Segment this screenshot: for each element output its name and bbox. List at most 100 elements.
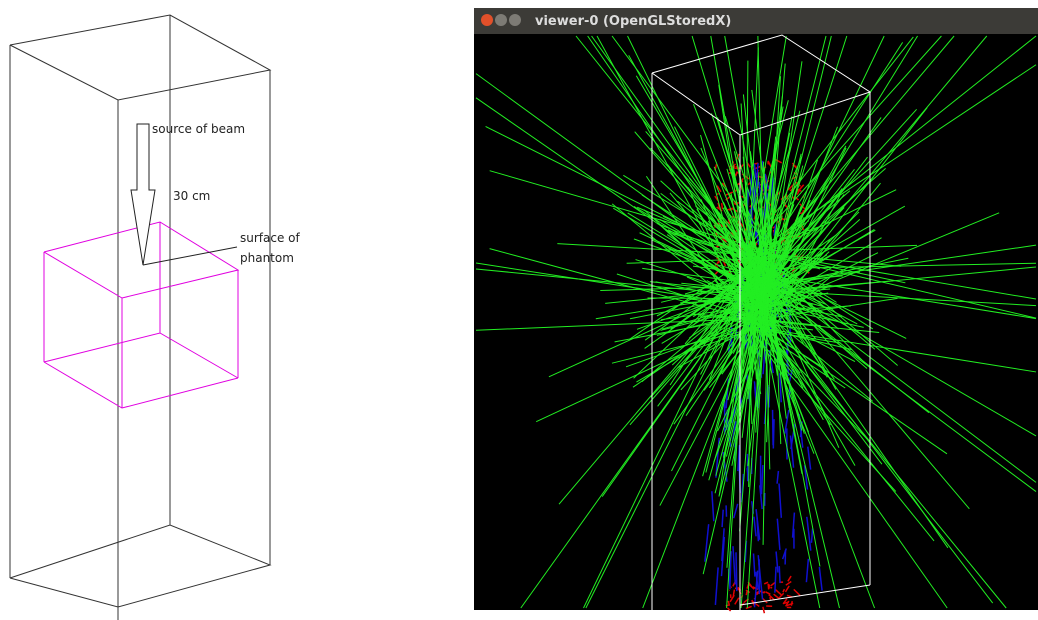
track <box>739 329 757 532</box>
track <box>714 260 720 267</box>
track <box>711 491 715 522</box>
track <box>767 583 770 590</box>
annotation: source of beam <box>152 122 245 136</box>
track <box>769 275 1037 320</box>
track <box>627 35 760 304</box>
track <box>777 592 785 600</box>
track <box>774 262 1037 270</box>
track <box>717 202 721 209</box>
track <box>717 325 770 432</box>
phantom-box <box>43 221 240 409</box>
track <box>766 321 773 443</box>
track <box>767 254 1037 319</box>
track <box>784 409 790 434</box>
track <box>726 168 759 276</box>
track <box>784 585 790 593</box>
track <box>772 266 1037 293</box>
track <box>761 309 824 421</box>
track <box>728 246 754 321</box>
track <box>767 76 781 282</box>
track <box>791 512 796 538</box>
track <box>810 528 814 543</box>
track <box>776 518 781 550</box>
maximize-button[interactable] <box>509 14 521 26</box>
track <box>765 153 802 295</box>
track <box>768 311 994 604</box>
close-button[interactable] <box>481 14 493 26</box>
track <box>757 319 831 426</box>
track <box>787 575 792 582</box>
track <box>752 553 756 577</box>
track <box>718 319 764 497</box>
track <box>745 36 914 251</box>
track <box>750 318 948 455</box>
track <box>753 156 803 270</box>
track <box>756 517 760 542</box>
track <box>770 281 1037 437</box>
track <box>752 165 761 171</box>
track <box>693 103 754 256</box>
track <box>785 580 792 586</box>
title-bar <box>474 8 1038 34</box>
track <box>740 284 765 609</box>
track <box>756 323 871 443</box>
track <box>475 268 747 296</box>
wire-edge <box>739 584 871 606</box>
track <box>605 287 752 304</box>
track <box>747 35 942 252</box>
track <box>759 299 856 466</box>
track <box>757 255 828 378</box>
track <box>633 263 755 379</box>
track <box>793 588 801 596</box>
track <box>760 132 791 272</box>
track <box>475 262 757 308</box>
track <box>781 548 787 560</box>
track <box>651 239 755 288</box>
track <box>714 567 719 605</box>
track <box>633 238 757 285</box>
track <box>755 271 835 380</box>
track <box>736 259 742 266</box>
track <box>766 168 886 274</box>
track <box>660 192 763 271</box>
track <box>745 285 832 310</box>
track <box>769 596 772 601</box>
track <box>772 272 907 339</box>
track <box>709 258 768 307</box>
track <box>749 204 752 208</box>
track <box>629 291 769 320</box>
track <box>756 302 788 372</box>
track <box>772 419 775 449</box>
world-wireframe <box>651 34 872 610</box>
minimize-button[interactable] <box>495 14 507 26</box>
track <box>773 224 777 236</box>
track <box>748 47 759 257</box>
track <box>721 509 724 528</box>
track <box>745 605 752 610</box>
track <box>762 606 766 614</box>
track <box>755 590 760 594</box>
track <box>645 175 750 330</box>
track <box>778 566 781 584</box>
leader-line <box>142 246 238 266</box>
track <box>753 163 757 179</box>
track <box>734 151 763 288</box>
track <box>735 552 738 592</box>
track <box>756 64 1037 251</box>
track <box>745 591 748 596</box>
track <box>701 285 767 298</box>
track <box>747 327 897 492</box>
track <box>806 516 812 551</box>
track <box>475 73 759 280</box>
track <box>645 131 767 270</box>
track <box>775 551 779 573</box>
track <box>777 217 784 224</box>
track <box>689 298 765 307</box>
track <box>773 269 805 309</box>
track <box>710 35 752 271</box>
track <box>789 435 795 468</box>
track <box>623 174 774 268</box>
track <box>750 321 798 379</box>
track <box>782 588 786 593</box>
